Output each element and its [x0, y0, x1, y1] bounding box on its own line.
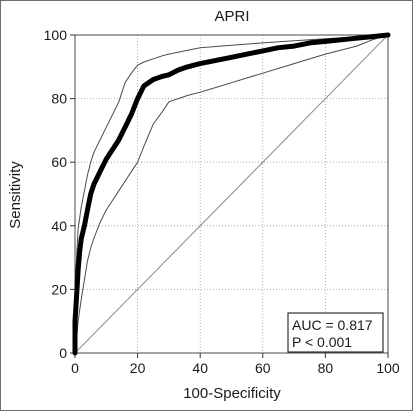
- reference-diagonal-line: [74, 34, 389, 354]
- x-tick-label: 80: [318, 360, 334, 376]
- x-tick-label: 20: [130, 360, 146, 376]
- y-tick-label: 60: [51, 154, 67, 170]
- y-tick-label: 0: [59, 345, 67, 361]
- plot-area: [74, 34, 389, 354]
- grid: [75, 35, 388, 353]
- x-axis-label: 100-Specificity: [183, 385, 281, 402]
- y-tick-label: 100: [44, 27, 68, 43]
- auc-value-text: AUC = 0.817: [292, 317, 373, 333]
- y-tick-label: 80: [51, 91, 67, 107]
- axis-ticks: 0 20 40 60 80 100 0 20 40 60 80 100: [44, 27, 400, 376]
- y-tick-label: 40: [51, 218, 67, 234]
- roc-curve-line: [72, 32, 391, 356]
- x-tick-label: 60: [255, 360, 271, 376]
- x-tick-label: 0: [71, 360, 79, 376]
- y-axis-label: Sensitivity: [7, 161, 24, 229]
- chart-title: APRI: [214, 8, 249, 25]
- x-tick-label: 100: [376, 360, 400, 376]
- series-layer: [72, 32, 391, 356]
- lower-confidence-bound-line: [74, 34, 389, 354]
- p-value-text: P < 0.001: [292, 334, 352, 350]
- y-tick-label: 20: [51, 281, 67, 297]
- upper-confidence-bound-line: [74, 34, 389, 354]
- x-tick-label: 40: [192, 360, 208, 376]
- legend-border: [287, 312, 384, 353]
- auc-legend-box: AUC = 0.817 P < 0.001: [287, 312, 384, 353]
